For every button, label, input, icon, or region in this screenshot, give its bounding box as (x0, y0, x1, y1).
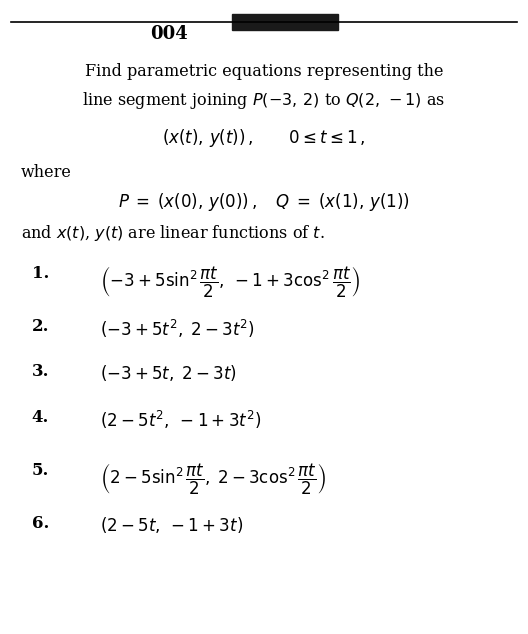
Text: $(x(t),\, y(t))\,, \qquad 0 \leq t \leq 1\,,$: $(x(t),\, y(t))\,, \qquad 0 \leq t \leq … (162, 127, 366, 149)
Text: $\left(2 - 5\sin^2\dfrac{\pi t}{2},\; 2 - 3\cos^2\dfrac{\pi t}{2}\right)$: $\left(2 - 5\sin^2\dfrac{\pi t}{2},\; 2 … (100, 462, 326, 497)
Text: line segment joining $P(-3,\, 2)$ to $Q(2,\, -1)$ as: line segment joining $P(-3,\, 2)$ to $Q(… (82, 90, 446, 111)
Text: Find parametric equations representing the: Find parametric equations representing t… (85, 63, 443, 81)
Text: 004: 004 (150, 25, 188, 43)
Text: 5.: 5. (32, 462, 49, 479)
Text: $\left(-3 + 5\sin^2\dfrac{\pi t}{2},\; -1 + 3\cos^2\dfrac{\pi t}{2}\right)$: $\left(-3 + 5\sin^2\dfrac{\pi t}{2},\; -… (100, 265, 361, 301)
Text: 6.: 6. (32, 515, 49, 532)
Text: 4.: 4. (32, 409, 49, 426)
Text: $(2 - 5t,\; -1 + 3t)$: $(2 - 5t,\; -1 + 3t)$ (100, 515, 243, 535)
Text: $(-3 + 5t^2,\; 2 - 3t^2)$: $(-3 + 5t^2,\; 2 - 3t^2)$ (100, 318, 255, 340)
Text: 3.: 3. (32, 363, 49, 380)
Text: 2.: 2. (32, 318, 49, 335)
Text: 1.: 1. (32, 265, 49, 282)
Text: and $x(t)$, $y(t)$ are linear functions of $t$.: and $x(t)$, $y(t)$ are linear functions … (21, 223, 325, 243)
FancyBboxPatch shape (232, 14, 338, 30)
Text: where: where (21, 164, 72, 181)
Text: $(2 - 5t^2,\; -1 + 3t^2)$: $(2 - 5t^2,\; -1 + 3t^2)$ (100, 409, 262, 431)
Text: $(-3 + 5t,\; 2 - 3t)$: $(-3 + 5t,\; 2 - 3t)$ (100, 363, 237, 383)
Text: $P\; =\; (x(0),\, y(0))\,,\quad Q\; =\; (x(1),\, y(1))$: $P\; =\; (x(0),\, y(0))\,,\quad Q\; =\; … (118, 191, 410, 214)
